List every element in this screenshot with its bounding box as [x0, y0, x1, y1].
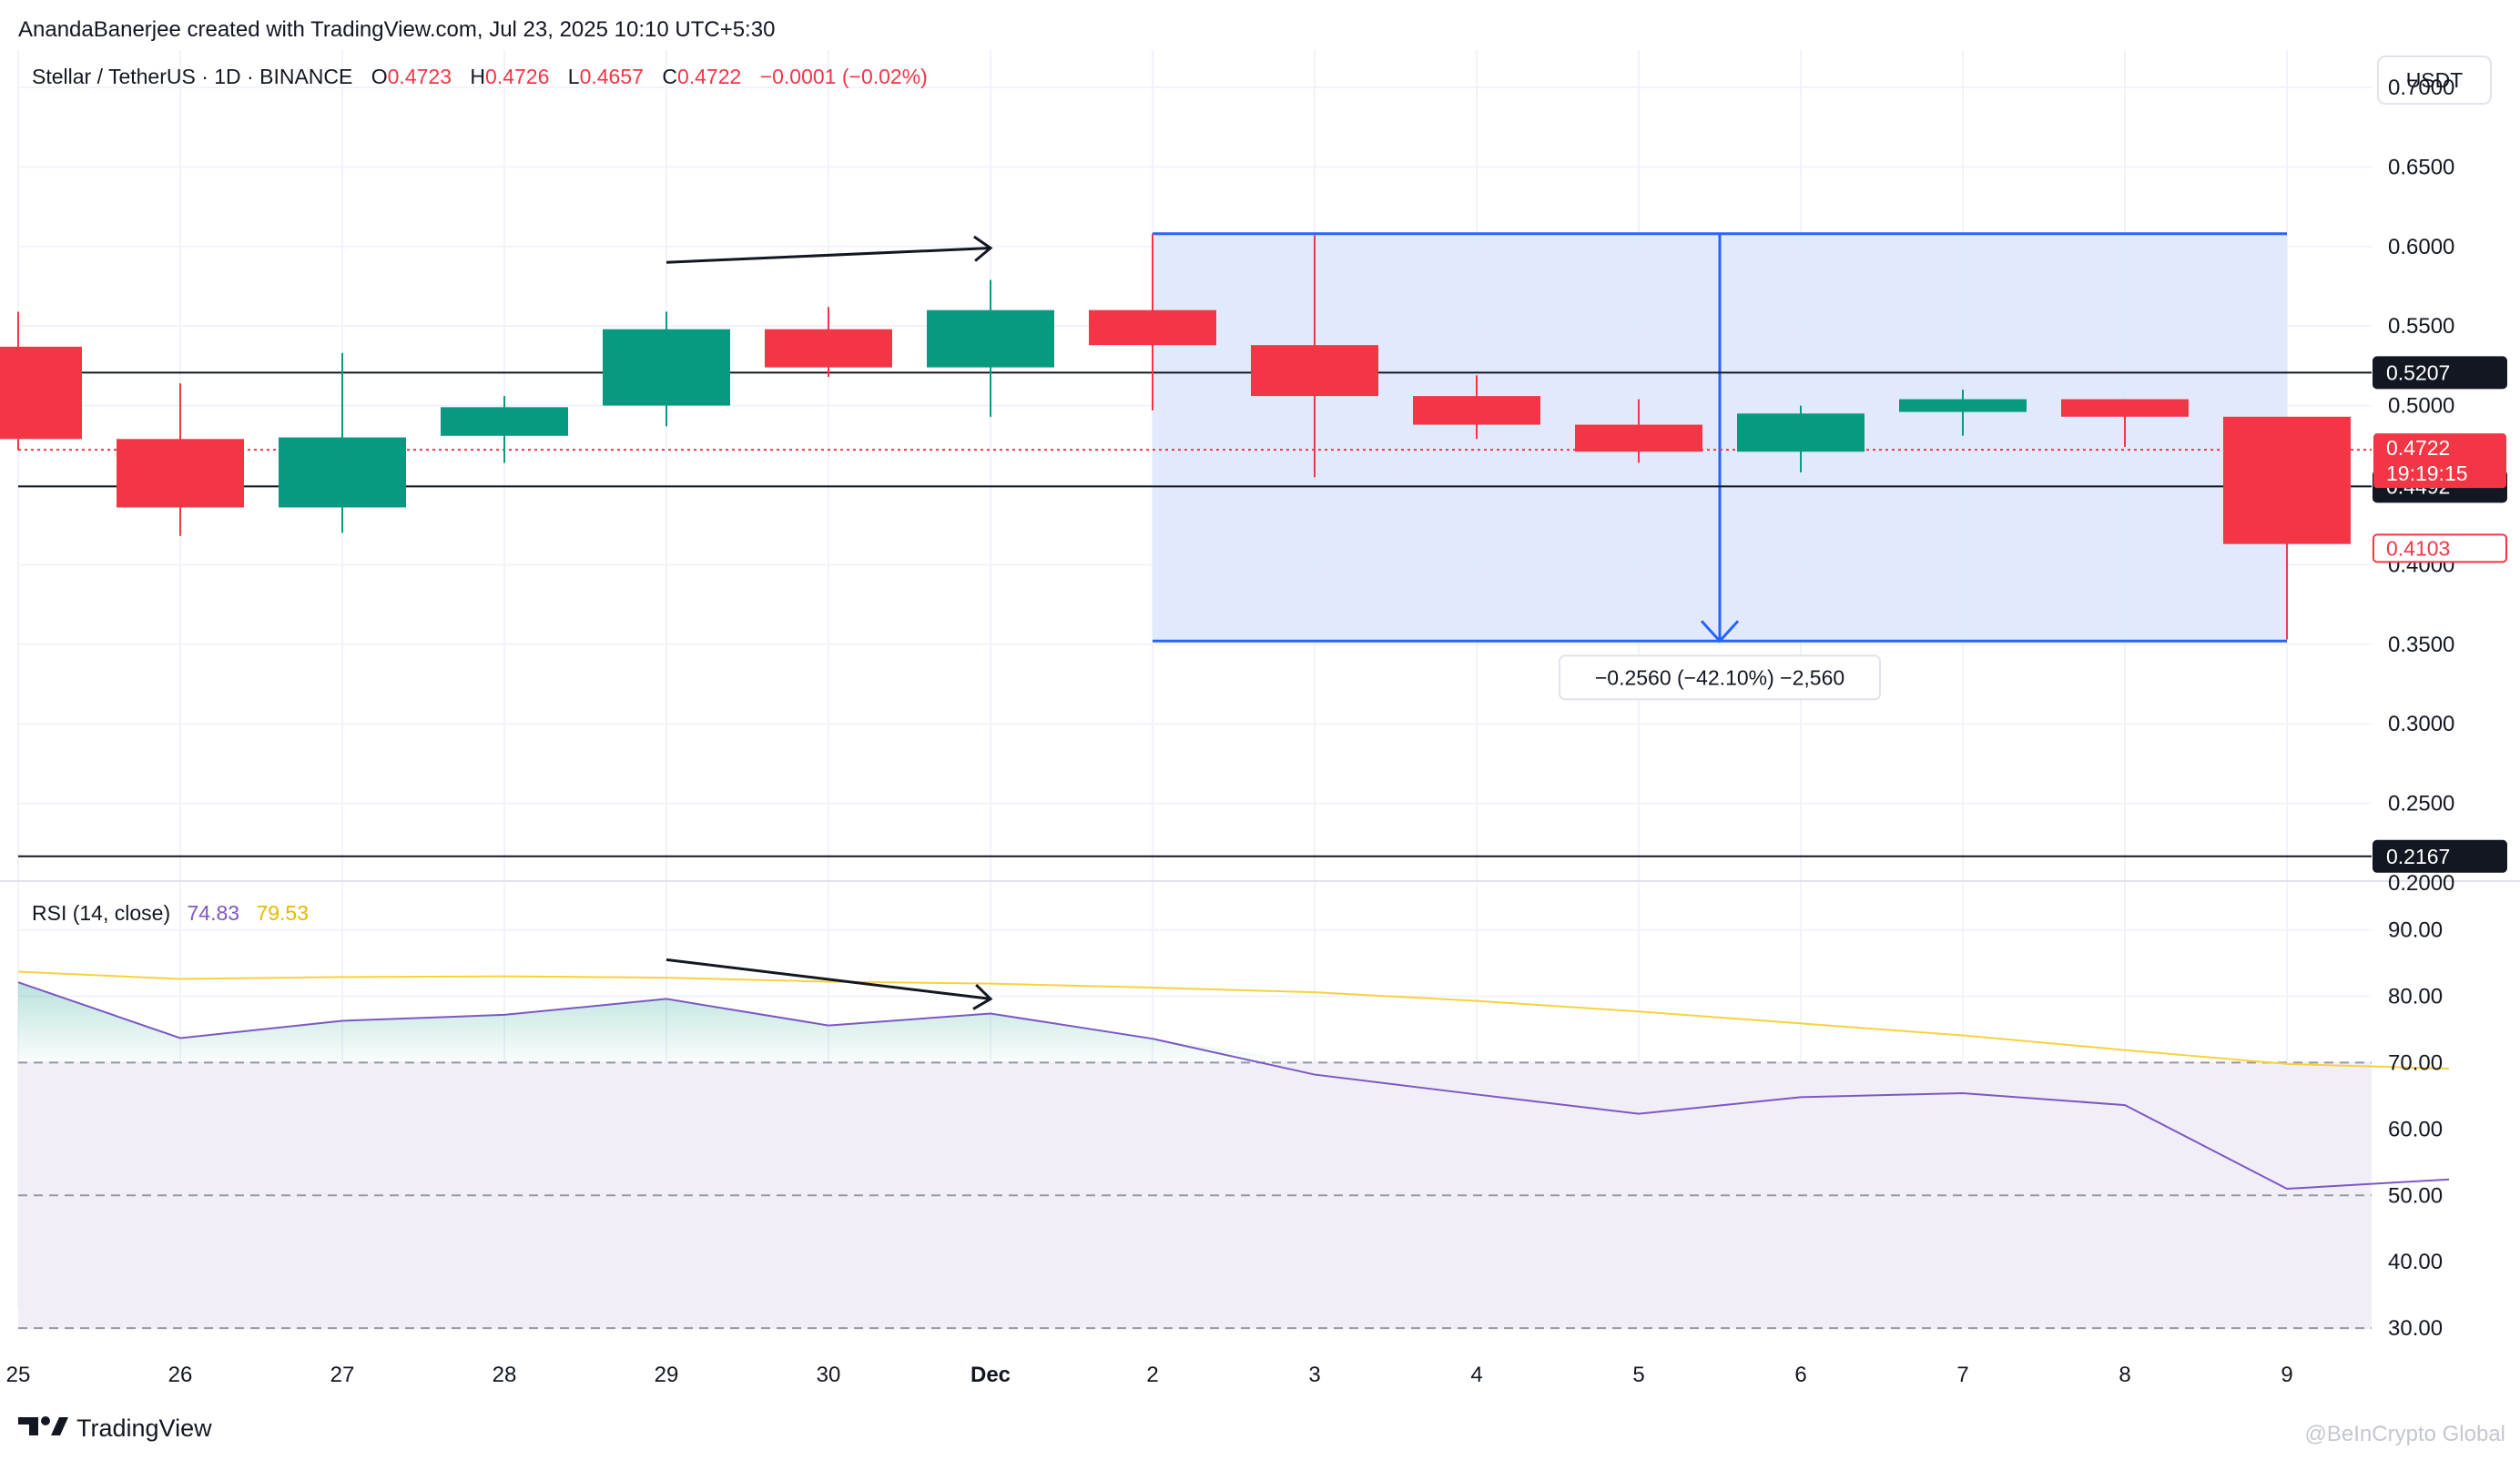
close-label: C [662, 65, 677, 88]
rsi-axis-tick: 90.00 [2388, 918, 2443, 943]
open-label: O [371, 65, 388, 88]
watermark: @BeInCrypto Global [2305, 1422, 2505, 1446]
rsi-divergence-arrow-line [666, 958, 991, 1000]
price-trend-arrow-line [666, 247, 991, 264]
price-axis-tick: 0.7000 [2388, 76, 2454, 100]
last-price-label-box [2373, 433, 2506, 489]
rsi-axis-tick: 30.00 [2388, 1316, 2443, 1341]
candle-body [603, 329, 730, 406]
time-axis-tick: 6 [1794, 1363, 1806, 1387]
rsi-axis-tick: 70.00 [2388, 1050, 2443, 1075]
price-axis-tick: 0.2000 [2388, 871, 2454, 896]
candle-body [1089, 309, 1216, 346]
candle-body [441, 407, 568, 436]
time-axis-tick: 9 [2281, 1363, 2292, 1387]
price-axis-tick: 0.5500 [2388, 314, 2454, 339]
last-price-label-text: 0.4722 [2386, 436, 2450, 460]
price-axis-tick: 0.2500 [2388, 792, 2454, 816]
low-label: L [568, 65, 580, 88]
measure-arrow-head [1700, 620, 1740, 644]
low-marker-label-text: 0.4103 [2386, 536, 2450, 560]
horizontal-lines[interactable] [18, 371, 2372, 857]
price-axis-tick: 0.5000 [2388, 394, 2454, 419]
tradingview-logo-icon [18, 1417, 38, 1435]
time-axis-tick: 25 [6, 1363, 31, 1387]
support-line-label-box [2373, 839, 2507, 873]
rsi-axis-tick: 80.00 [2388, 985, 2443, 1009]
candle-body [2061, 399, 2189, 417]
rsi-axis-tick: 50.00 [2388, 1183, 2443, 1208]
attribution-text: AnandaBanerjee created with TradingView.… [18, 17, 775, 42]
time-axis-tick: 30 [817, 1363, 841, 1387]
candle-body [1251, 345, 1378, 397]
price-axis-tick: 0.3500 [2388, 633, 2454, 657]
measure-tool[interactable]: −0.2560 (−42.10%) −2,560 [1153, 232, 2287, 701]
price-axis-tick: 0.6000 [2388, 235, 2454, 259]
time-axis-tick: 27 [330, 1363, 355, 1387]
close-value: 0.4722 [677, 65, 741, 88]
high-label: H [470, 65, 485, 88]
time-axis-tick: 28 [493, 1363, 517, 1387]
candle-body [927, 309, 1054, 368]
high-value: 0.4726 [485, 65, 549, 88]
candle-body [1413, 396, 1540, 425]
ohlc-legend: Stellar / TetherUS · 1D · BINANCE O0.472… [32, 65, 928, 88]
candle-body [1737, 413, 1865, 452]
candle-body [1899, 399, 2027, 412]
time-axis-tick: 26 [168, 1363, 193, 1387]
rsi-overbought-fill [18, 982, 2449, 1063]
rsi-lines [17, 970, 2450, 1190]
price-axis-tick: 0.3000 [2388, 712, 2454, 736]
candle-body [2223, 416, 2351, 544]
trend-arrows[interactable] [666, 235, 993, 1010]
candle-body [279, 437, 406, 508]
rsi-legend-value: 74.83 [188, 901, 240, 925]
tradingview-logo[interactable]: TradingView [18, 1414, 212, 1442]
time-axis-tick: 29 [655, 1363, 679, 1387]
time-axis-tick: 7 [1956, 1363, 1968, 1387]
tradingview-logo-slash [51, 1417, 68, 1435]
measure-label-box [1559, 654, 1881, 701]
price-axis-tick: 0.6500 [2388, 155, 2454, 179]
time-axis-tick: Dec [970, 1363, 1011, 1387]
rsi-bands [18, 1061, 2372, 1330]
candle-body [765, 329, 892, 368]
measure-label-text: −0.2560 (−42.10%) −2,560 [1595, 665, 1844, 689]
price-trend-arrow-head [973, 235, 993, 262]
rsi-legend: RSI (14, close) 74.83 79.53 [32, 901, 309, 925]
candle-body [0, 346, 82, 440]
low-marker-label-box [2373, 533, 2507, 563]
time-axis-tick: 5 [1632, 1363, 1644, 1387]
support-line-label-text: 0.2167 [2386, 845, 2450, 868]
time-axis-tick: 8 [2119, 1363, 2130, 1387]
rsi-ma-line [17, 970, 2450, 1070]
rsi-axis-tick: 60.00 [2388, 1117, 2443, 1141]
tradingview-logo-dot [41, 1416, 50, 1425]
time-axis-tick: 3 [1308, 1363, 1320, 1387]
currency-button[interactable] [2377, 56, 2492, 105]
currency-label: USDT [2406, 68, 2464, 92]
rsi-axis-tick: 40.00 [2388, 1250, 2443, 1274]
symbol-name: Stellar / TetherUS · 1D · BINANCE [32, 65, 352, 88]
rsi-legend-label: RSI (14, close) [32, 901, 170, 925]
time-axis-tick: 4 [1470, 1363, 1482, 1387]
rsi-legend-ma-value: 79.53 [256, 901, 309, 925]
candles [0, 233, 2351, 640]
open-value: 0.4723 [388, 65, 452, 88]
rsi-line [17, 981, 2450, 1190]
low-value: 0.4657 [580, 65, 644, 88]
tradingview-logo-text: TradingView [76, 1414, 212, 1442]
countdown-label-text: 19:19:15 [2386, 461, 2468, 485]
upper-line-label-box [2373, 356, 2507, 390]
upper-line-label-text: 0.5207 [2386, 360, 2450, 384]
change-value: −0.0001 (−0.02%) [760, 65, 928, 88]
time-axis-tick: 2 [1146, 1363, 1158, 1387]
rsi-divergence-arrow-head [972, 984, 993, 1010]
candle-body [117, 439, 244, 508]
candle-body [1575, 424, 1702, 452]
